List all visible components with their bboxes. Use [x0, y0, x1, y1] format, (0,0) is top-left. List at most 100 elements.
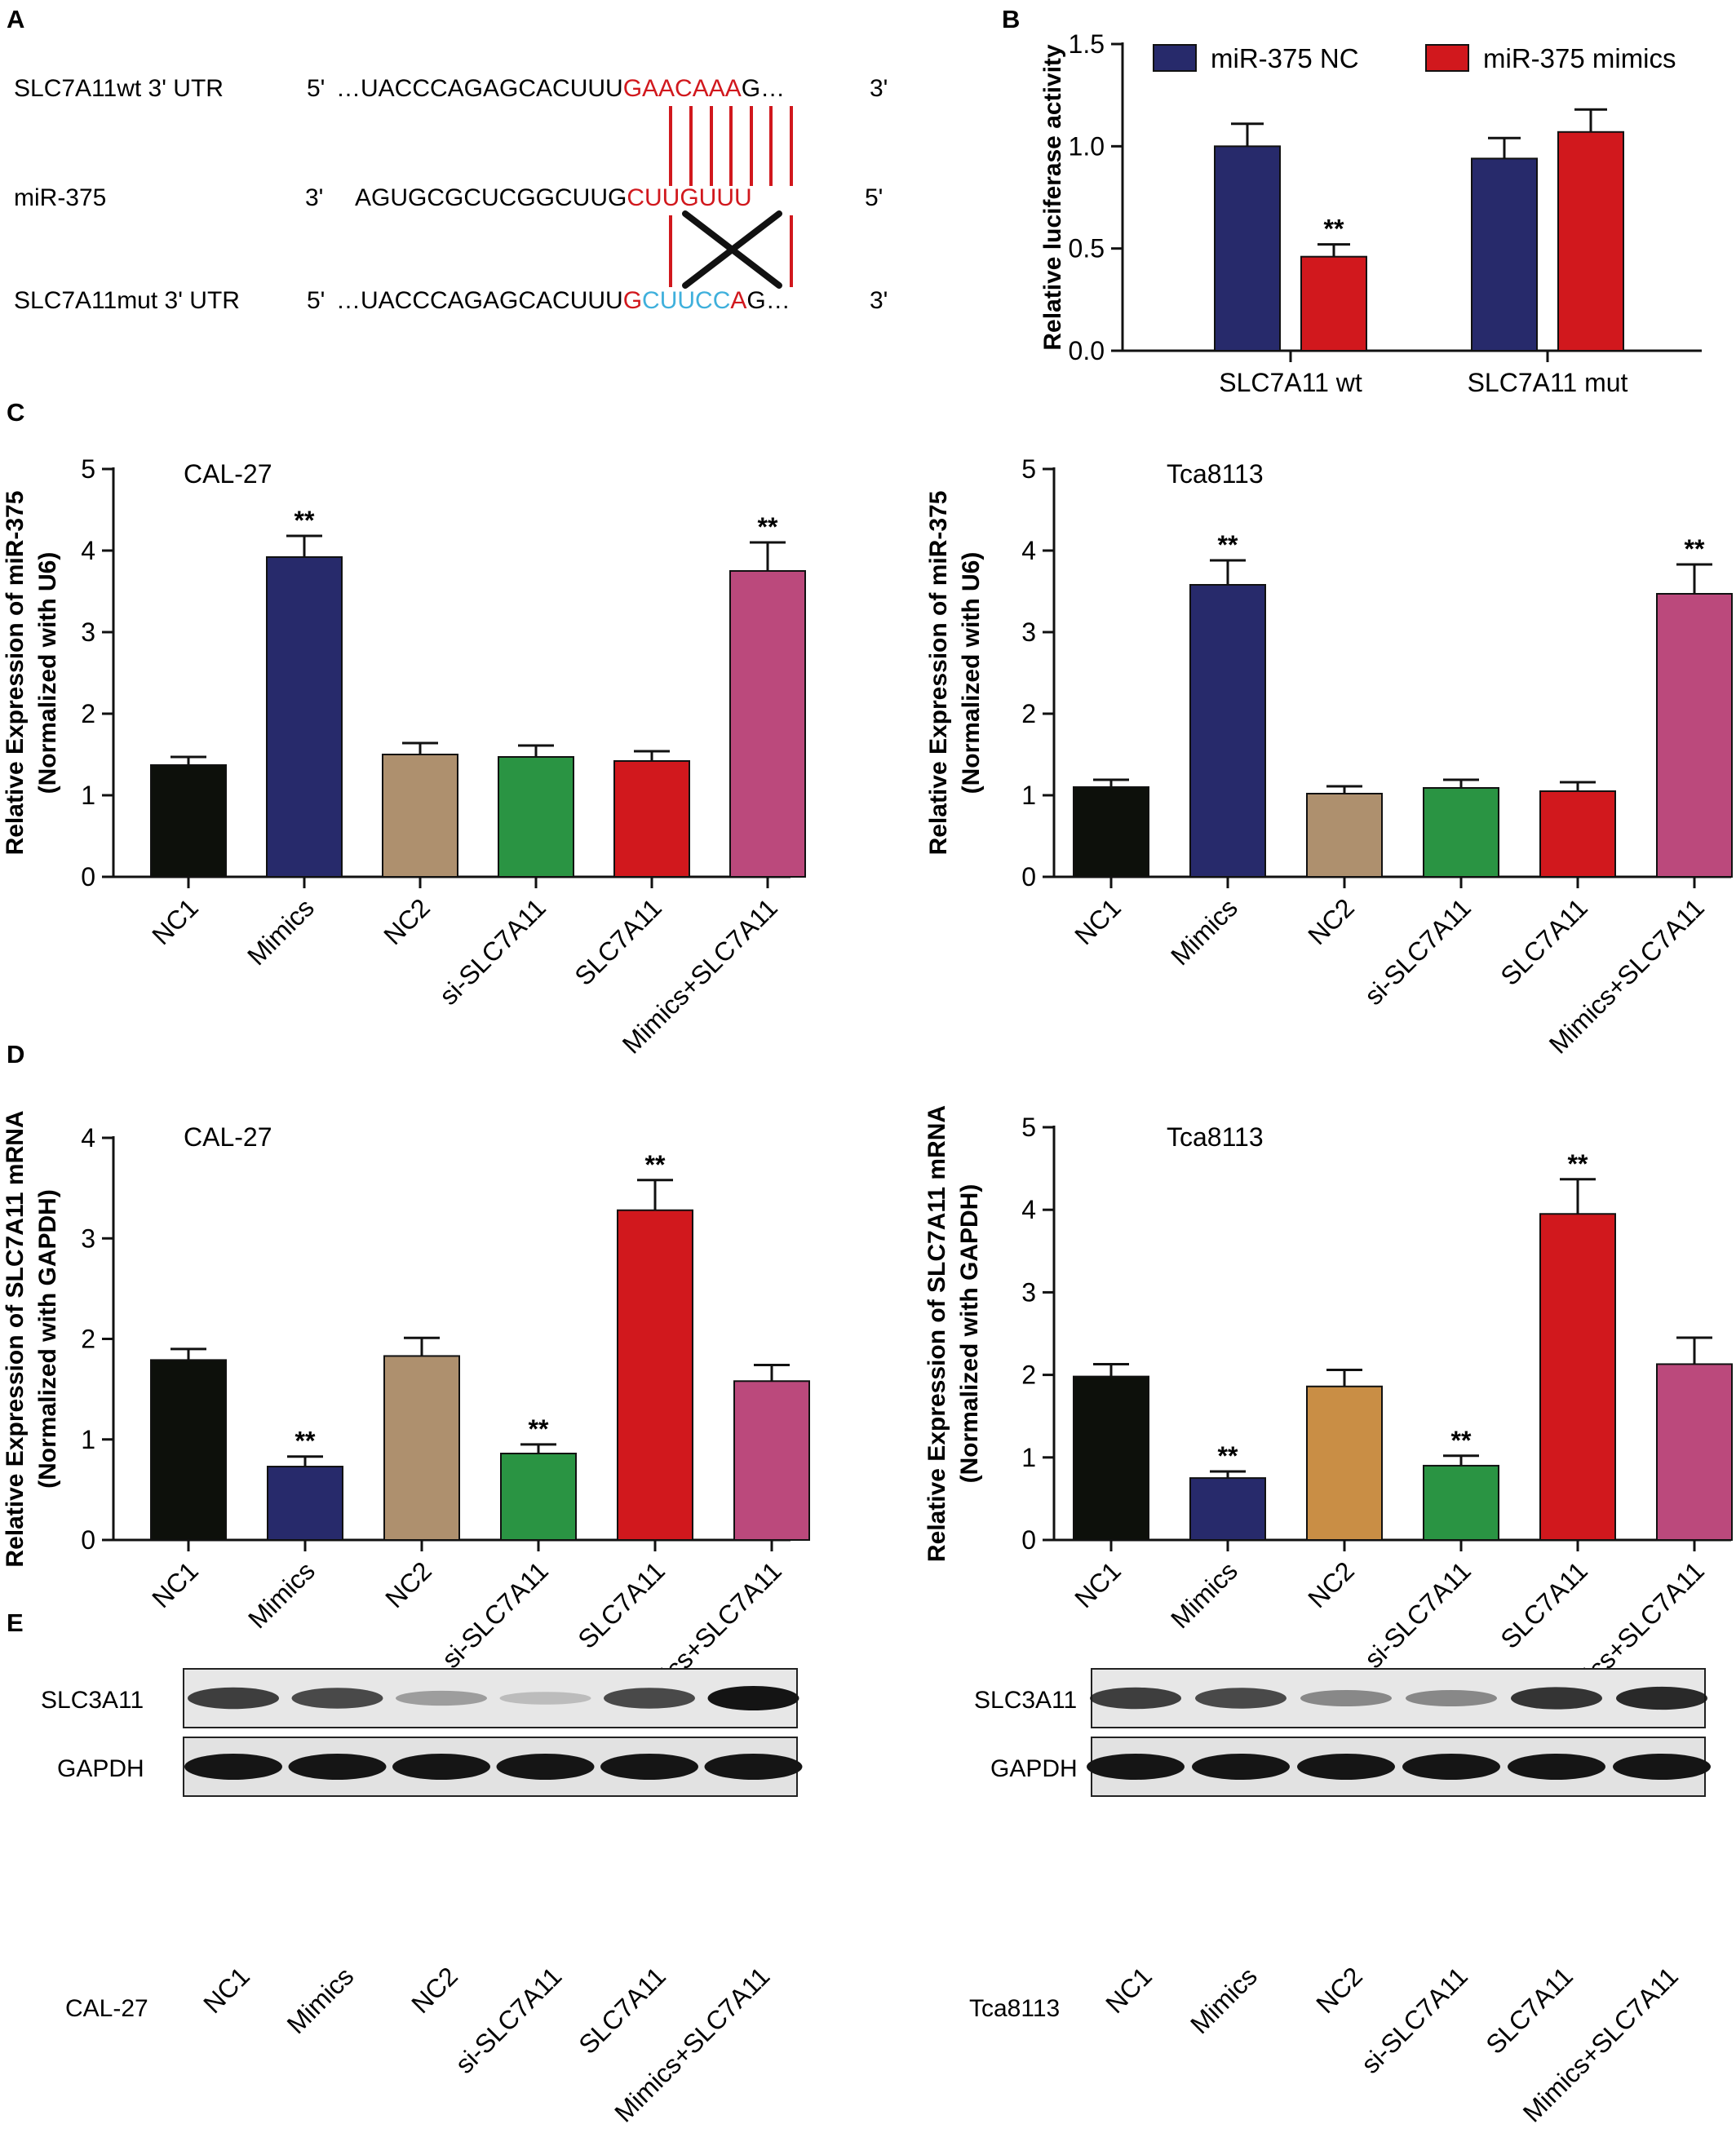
chart-b-x-tick-label: SLC7A11 wt — [1219, 368, 1362, 397]
panel-label-a: A — [7, 5, 24, 33]
seq-wt-5prime: 5' — [307, 75, 325, 102]
seq-mir-sequence: AGUGCGCUCGGCUUGCUUGUUU — [355, 184, 752, 211]
chart-c-left-x-tick-label: SLC7A11 — [569, 892, 667, 991]
chart-d-right-y-tick-label: 2 — [1021, 1361, 1036, 1390]
chart-c-left-x-tick-label: NC2 — [378, 892, 436, 950]
chart-c-right-x-tick-label: NC1 — [1069, 892, 1127, 950]
chart-c-right-significance: ** — [1685, 534, 1705, 564]
blot-cal27-protein1-label: SLC3A11 — [41, 1687, 144, 1714]
chart-d-left-y-axis-subtitle: (Normalized with GAPDH) — [34, 1189, 61, 1489]
chart-d-right-cell-line-label: Tca8113 — [1167, 1122, 1264, 1152]
chart-d-right-bar — [1306, 1385, 1383, 1541]
chart-c-right-y-tick-label: 0 — [1021, 862, 1036, 892]
chart-d-left-y-axis-title: Relative Expression of SLC7A11 mRNA — [2, 1110, 29, 1567]
chart-d-left-y-tick-label: 3 — [81, 1223, 95, 1253]
chart-d-right-y-tick-label: 0 — [1021, 1525, 1036, 1555]
pairing-lines-top — [669, 106, 793, 186]
pairing-lines-bottom — [669, 215, 793, 287]
chart-c-right-y-axis-subtitle: (Normalized with U6) — [958, 552, 985, 794]
chart-d-left-y-tick-label: 4 — [81, 1123, 95, 1153]
seq-mut-a: A — [730, 287, 746, 314]
chart-d-right-bar — [1189, 1477, 1266, 1541]
chart-d-right-x-tick-label: SLC7A11 — [1495, 1555, 1593, 1654]
chart-d-left-bar — [617, 1209, 693, 1541]
chart-c-right-x-tick-label: Mimics — [1165, 892, 1243, 971]
chart-d-left-y-tick-label: 0 — [81, 1525, 95, 1555]
western-blot-tca8113: SLC3A11 GAPDH Tca8113 NC1 Mimics NC2si-SLC7A1… — [969, 1668, 1711, 2128]
chart-c-right-x-tick-label: NC2 — [1302, 892, 1360, 950]
chart-c-left-bar — [498, 756, 574, 878]
chart-b-bar — [1557, 131, 1624, 352]
chart-b-legend-label: miR-375 NC — [1211, 43, 1359, 73]
blot-cal27-protein2-label: GAPDH — [57, 1755, 144, 1782]
seq-mut-sequence: …UACCCAGAGCACUUUGCUUCCAG… — [336, 287, 790, 314]
chart-c-left-y-tick-label: 0 — [81, 862, 95, 892]
blot-tca8113-slc-band — [1511, 1687, 1602, 1710]
blot-cal27-gapdh-band — [600, 1754, 698, 1780]
blot-tca8113-slc-band — [1300, 1689, 1392, 1707]
seq-mir-5prime: 5' — [865, 184, 883, 211]
panel-label-b: B — [1002, 5, 1020, 33]
chart-c-left-y-tick-label: 1 — [81, 781, 95, 810]
panel-label-c: C — [7, 398, 24, 427]
chart-c-left-x-tick-label: Mimics — [241, 892, 320, 971]
chart-c-left-x-tick-label: NC1 — [146, 892, 204, 950]
blot-cal27-slc-band — [707, 1686, 799, 1710]
chart-c-left-bar — [150, 764, 227, 878]
seq-mir-pre: AGUGCGCUCGGCUUG — [355, 184, 627, 211]
chart-c-left-significance: ** — [758, 512, 778, 542]
chart-d-right-y-axis-subtitle: (Normalized with GAPDH) — [956, 1184, 983, 1484]
chart-c-right-y-tick-label: 2 — [1021, 699, 1036, 728]
chart-d-left-bar — [500, 1453, 577, 1542]
chart-d-left-y-tick-label: 1 — [81, 1425, 95, 1454]
chart-d-right-y-axis-title: Relative Expression of SLC7A11 mRNA — [923, 1105, 950, 1562]
chart-d-right-bar — [1656, 1363, 1733, 1541]
blot-tca8113-protein1-label: SLC3A11 — [974, 1687, 1077, 1714]
mismatch-cross — [682, 210, 782, 289]
chart-c-left-y-axis-title: Relative Expression of miR-375 — [2, 491, 29, 856]
blot-tca8113-slc-band — [1406, 1689, 1497, 1707]
chart-c-right-significance: ** — [1218, 530, 1238, 560]
chart-c-right-y-axis-title: Relative Expression of miR-375 — [925, 491, 952, 856]
blot-tca8113-gapdh-band — [1508, 1754, 1605, 1780]
chart-b-legend-label: miR-375 mimics — [1483, 43, 1676, 73]
chart-d-left-significance: ** — [529, 1414, 549, 1444]
chart-c-left-bar — [613, 760, 690, 878]
chart-c-right-bar — [1073, 786, 1149, 878]
chart-d-left-bar — [150, 1359, 227, 1541]
chart-c-right-bar — [1423, 787, 1499, 878]
blot-cal27-gapdh-band — [184, 1754, 282, 1780]
chart-d-left-y-tick-label: 2 — [81, 1325, 95, 1354]
chart-c-right-y-tick-label: 1 — [1021, 781, 1036, 810]
chart-d-left-x-tick-label: NC1 — [146, 1555, 204, 1613]
blot-tca8113-gapdh-band — [1087, 1754, 1185, 1780]
blot-tca8113-lane-label: Mimics — [1185, 1961, 1263, 2039]
chart-d-right-significance: ** — [1218, 1441, 1238, 1471]
chart-c-right-x-tick-label: si-SLC7A11 — [1358, 892, 1477, 1011]
chart-c-left-cell-line-label: CAL-27 — [184, 459, 272, 489]
chart-d-right-bar — [1073, 1375, 1149, 1542]
chart-c-right-bar — [1189, 584, 1266, 878]
chart-d-tca8113: 0 1 2 3 4 5 NC1 ** Mimics NC2 ** si-SLC7A11 ** SLC7A1… — [923, 1105, 1733, 1723]
chart-d-cal27: 0 1 2 3 4 NC1 ** Mimics NC2 ** si-SLC7A11 ** SLC7A11… — [2, 1110, 810, 1723]
chart-b-y-tick-label: 0.0 — [1069, 336, 1105, 365]
chart-d-left-x-tick-label: SLC7A11 — [572, 1555, 671, 1654]
chart-b-y-tick-label: 1.0 — [1069, 131, 1105, 161]
chart-c-left-significance: ** — [294, 506, 315, 535]
chart-d-left-x-tick-label: Mimics — [242, 1555, 321, 1634]
chart-d-right-y-tick-label: 3 — [1021, 1277, 1036, 1307]
chart-c-left-x-tick-label: si-SLC7A11 — [433, 892, 551, 1011]
seq-name-mir: miR-375 — [14, 184, 106, 211]
seq-mir-3prime: 3' — [305, 184, 323, 211]
chart-d-right-x-tick-label: si-SLC7A11 — [1358, 1555, 1477, 1674]
blot-cal27-gapdh-band — [704, 1754, 803, 1780]
blot-tca8113-slc-band — [1090, 1687, 1181, 1710]
blot-cal27-lane-label: SLC7A11 — [573, 1961, 671, 2060]
chart-b-bar — [1300, 255, 1367, 352]
chart-d-left-x-tick-label: NC2 — [379, 1555, 437, 1613]
chart-d-right-significance: ** — [1451, 1426, 1472, 1455]
chart-b-y-tick-label: 1.5 — [1069, 29, 1105, 59]
western-blot-cal27: SLC3A11 GAPDH CAL-27 NC1 Mimics NC2si-SLC7A11… — [41, 1668, 803, 2128]
